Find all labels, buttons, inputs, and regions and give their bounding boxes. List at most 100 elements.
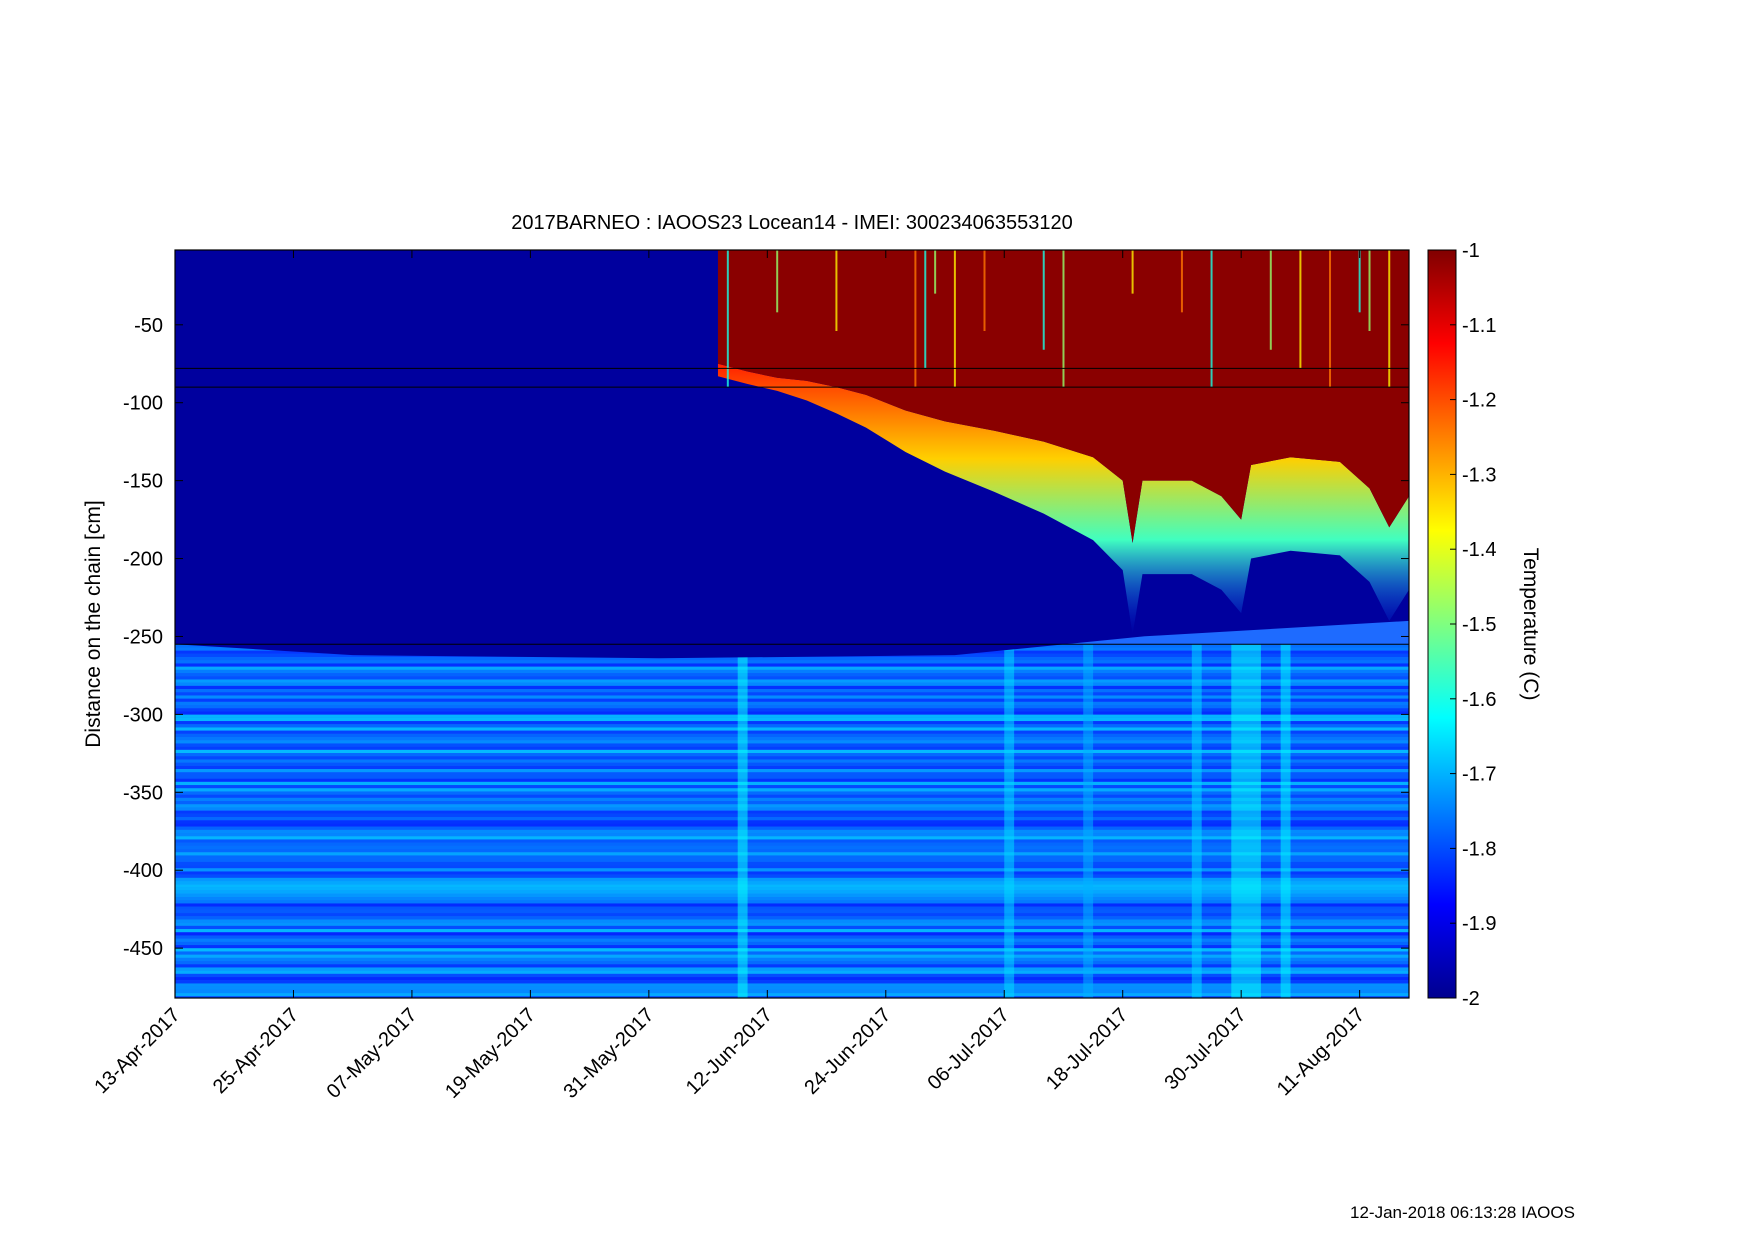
- warm-surface-layer: [717, 250, 1409, 543]
- ocean-row: [175, 663, 1409, 667]
- ocean-row: [175, 836, 1409, 840]
- ocean-warm-columns: [737, 644, 1291, 998]
- ocean-row: [175, 794, 1409, 798]
- ocean-row: [175, 833, 1409, 837]
- ocean-row: [175, 871, 1409, 875]
- ocean-row: [175, 874, 1409, 878]
- ocean-row: [175, 865, 1409, 869]
- ocean-row: [175, 717, 1409, 722]
- ocean-row: [175, 925, 1409, 930]
- colorbar-tick-label: -1.6: [1462, 689, 1496, 711]
- ocean-row: [175, 903, 1409, 907]
- ocean-row: [175, 845, 1409, 850]
- ocean-row: [175, 884, 1409, 888]
- ocean-warm-column: [1231, 644, 1261, 998]
- plot-frame: [174, 249, 1410, 999]
- colorbar-ticks: -1 -1.1 -1.2 -1.3 -1.4 -1.5 -1.6 -1.7 -1.8 -1.9 -2: [1450, 240, 1496, 1010]
- ocean-row: [175, 749, 1409, 754]
- ocean-row: [175, 708, 1409, 712]
- ocean-row: [175, 861, 1409, 866]
- y-tick-label: -450: [123, 938, 163, 960]
- x-tick-label: 18-Jul-2017: [1042, 1004, 1132, 1094]
- ocean-row: [175, 673, 1409, 677]
- ocean-warm-column: [1004, 644, 1015, 998]
- sensor-reference-lines: [175, 367, 1409, 645]
- chart-title: 2017BARNEO : IAOOS23 Locean14 - IMEI: 30…: [511, 212, 1072, 234]
- ocean-row: [175, 746, 1409, 750]
- ocean-row: [175, 801, 1409, 805]
- x-tick-label: 07-May-2017: [323, 1004, 422, 1103]
- ocean-row: [175, 964, 1409, 968]
- ocean-row: [175, 973, 1409, 978]
- ocean-row: [175, 855, 1409, 859]
- ocean-row: [175, 849, 1409, 853]
- ocean-row: [175, 740, 1409, 744]
- ocean-row: [175, 970, 1409, 974]
- ocean-row: [175, 769, 1409, 773]
- ocean-row: [175, 980, 1409, 984]
- ocean-row: [175, 775, 1409, 779]
- ocean-row: [175, 916, 1409, 920]
- colorbar-tick-label: -1.7: [1462, 764, 1496, 786]
- colorbar-tick-label: -1.8: [1462, 838, 1496, 860]
- ocean-row: [175, 759, 1409, 763]
- y-tick-label: -150: [123, 471, 163, 493]
- ocean-row: [175, 957, 1409, 962]
- ocean-row: [175, 877, 1409, 882]
- ocean-row: [175, 679, 1409, 683]
- ocean-row: [175, 858, 1409, 862]
- x-tick-label: 31-May-2017: [560, 1004, 659, 1103]
- ocean-row: [175, 989, 1409, 994]
- x-tick-label: 19-May-2017: [441, 1004, 540, 1103]
- ocean-row: [175, 666, 1409, 670]
- ocean-row: [175, 935, 1409, 939]
- ocean-row: [175, 689, 1409, 693]
- ocean-row: [175, 733, 1409, 738]
- ocean-row: [175, 983, 1409, 987]
- colorbar-tick-label: -1.5: [1462, 614, 1496, 636]
- colorbar-tick-label: -1: [1462, 240, 1480, 262]
- ocean-row: [175, 778, 1409, 782]
- colorbar-tick-label: -1.9: [1462, 913, 1496, 935]
- ocean-row: [175, 986, 1409, 990]
- ocean-row: [175, 881, 1409, 885]
- ocean-row: [175, 868, 1409, 872]
- colorbar-tick-label: -1.3: [1462, 464, 1496, 486]
- ocean-warm-column: [737, 644, 748, 998]
- x-tick-label: 11-Aug-2017: [1273, 1004, 1369, 1100]
- ocean-row: [175, 900, 1409, 904]
- y-tick-label: -100: [123, 393, 163, 415]
- ocean-row: [175, 961, 1409, 965]
- x-tick-label: 12-Jun-2017: [682, 1004, 777, 1099]
- ocean-row: [175, 948, 1409, 952]
- y-tick-label: -200: [123, 549, 163, 571]
- ocean-row: [175, 705, 1409, 709]
- ocean-row: [175, 724, 1409, 728]
- footer-timestamp: 12-Jan-2018 06:13:28 IAOOS: [1350, 1203, 1575, 1222]
- ocean-row: [175, 711, 1409, 715]
- ocean-row: [175, 967, 1409, 971]
- ocean-row: [175, 701, 1409, 706]
- y-tick-label: -250: [123, 626, 163, 648]
- ocean-row: [175, 762, 1409, 766]
- ocean-row: [175, 765, 1409, 770]
- ocean-row: [175, 753, 1409, 757]
- ocean-row: [175, 893, 1409, 898]
- ocean-row: [175, 945, 1409, 949]
- ocean-row: [175, 682, 1409, 686]
- x-tick-label: 24-Jun-2017: [800, 1004, 895, 1099]
- ocean-row: [175, 714, 1409, 718]
- ocean-row: [175, 823, 1409, 827]
- ocean-row: [175, 929, 1409, 933]
- ocean-row: [175, 813, 1409, 818]
- ocean-row: [175, 730, 1409, 734]
- heatmap-plot-area: [175, 250, 1409, 998]
- ocean-row: [175, 676, 1409, 680]
- melt-front-gradient: [717, 363, 1409, 635]
- x-tick-label: 30-Jul-2017: [1160, 1004, 1250, 1094]
- colorbar-tick-label: -2: [1462, 988, 1480, 1010]
- ocean-row: [175, 788, 1409, 792]
- y-tick-label: -350: [123, 782, 163, 804]
- ocean-warm-column: [1083, 644, 1094, 998]
